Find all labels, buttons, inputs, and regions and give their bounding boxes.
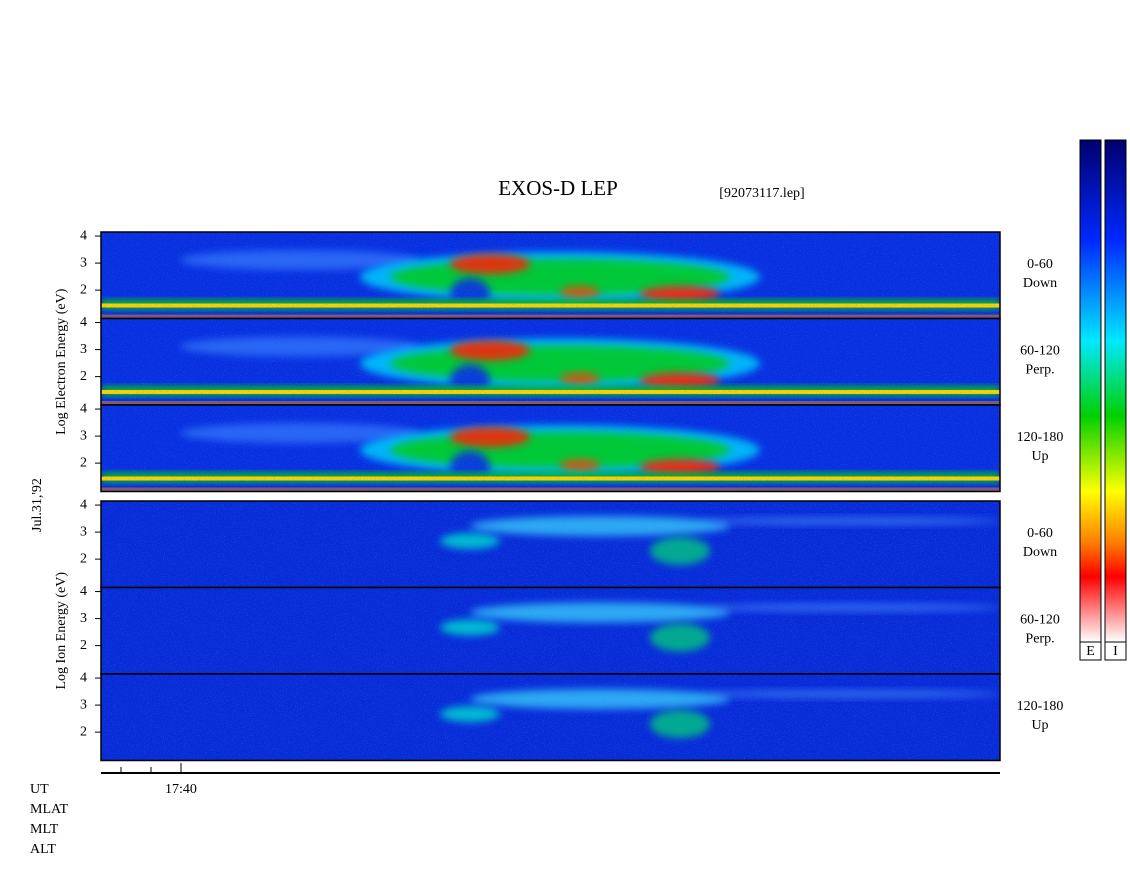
panel-direction-label: Down	[1023, 276, 1057, 291]
panel-direction-label: Up	[1031, 718, 1048, 733]
panel-frame	[100, 673, 1001, 762]
y-tick-label: 3	[80, 611, 87, 626]
spectrogram-panel	[101, 674, 1000, 761]
chart-title: EXOS-D LEP	[498, 176, 618, 200]
y-tick-label: 2	[80, 369, 87, 384]
noise	[101, 232, 1000, 319]
date-label: Jul.31,'92	[30, 478, 45, 532]
y-tick-label: 4	[80, 670, 87, 685]
y-tick-label: 2	[80, 724, 87, 739]
y-tick-label: 3	[80, 428, 87, 443]
panel-pitch-label: 0-60	[1027, 526, 1053, 541]
colorbar-label-box	[1079, 641, 1102, 661]
colorbar	[1104, 139, 1127, 643]
noise	[101, 587, 1000, 674]
y-tick-label: 4	[80, 497, 87, 512]
panel-pitch-label: 60-120	[1020, 344, 1060, 359]
colorbar-label: I	[1113, 644, 1118, 659]
y-tick-label: 3	[80, 697, 87, 712]
spectrogram-panel	[101, 587, 1000, 674]
file-label: [92073117.lep]	[719, 186, 804, 201]
noise	[101, 405, 1000, 492]
y-tick-label: 2	[80, 455, 87, 470]
panel-direction-label: Up	[1031, 449, 1048, 464]
panel-direction-label: Perp.	[1025, 363, 1054, 378]
spectrogram-panel	[101, 232, 1000, 319]
row-label: MLAT	[30, 802, 69, 817]
spectrogram-panel	[101, 405, 1000, 492]
row-label: UT	[30, 782, 49, 797]
panel-pitch-label: 120-180	[1017, 699, 1064, 714]
colorbar-label: E	[1086, 644, 1095, 659]
y-tick-label: 4	[80, 401, 87, 416]
spectrogram-panel	[101, 318, 1000, 405]
noise	[101, 501, 1000, 588]
spectrogram-panel	[101, 501, 1000, 588]
y-tick-label: 2	[80, 638, 87, 653]
x-tick-label: 17:40	[165, 782, 197, 797]
panel-pitch-label: 0-60	[1027, 257, 1053, 272]
y-axis-label: Log Ion Energy (eV)	[54, 572, 69, 690]
y-tick-label: 3	[80, 342, 87, 357]
panel-frame	[100, 404, 1001, 493]
panel-direction-label: Perp.	[1025, 632, 1054, 647]
panel-direction-label: Down	[1023, 545, 1057, 560]
panel-pitch-label: 120-180	[1017, 430, 1064, 445]
y-tick-label: 2	[80, 551, 87, 566]
y-tick-label: 4	[80, 228, 87, 243]
row-label: ALT	[30, 842, 56, 857]
colorbar	[1079, 139, 1102, 643]
y-tick-label: 4	[80, 584, 87, 599]
colorbar-label-box	[1104, 641, 1127, 661]
noise	[101, 318, 1000, 405]
panel-pitch-label: 60-120	[1020, 613, 1060, 628]
noise	[101, 674, 1000, 761]
y-tick-label: 3	[80, 524, 87, 539]
row-label: MLT	[30, 822, 59, 837]
y-tick-label: 2	[80, 282, 87, 297]
y-tick-label: 4	[80, 315, 87, 330]
y-axis-label: Log Electron Energy (eV)	[54, 288, 69, 435]
y-tick-label: 3	[80, 255, 87, 270]
